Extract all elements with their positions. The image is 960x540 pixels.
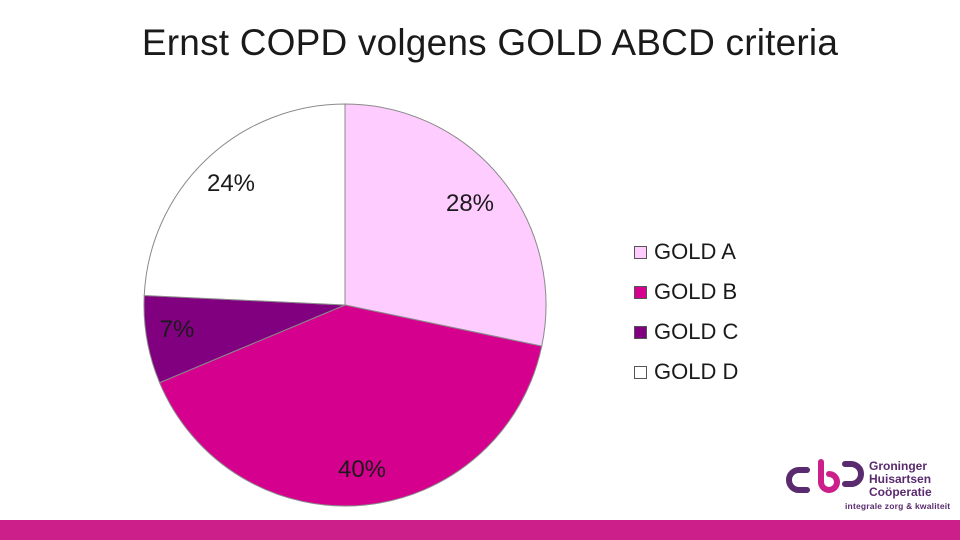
- logo-line-2: Huisartsen: [869, 472, 932, 486]
- legend-label: GOLD A: [654, 239, 736, 264]
- pie-slice-gold-b: [158, 304, 543, 507]
- legend-swatch-gold-c: [634, 325, 647, 339]
- legend-label: GOLD C: [654, 319, 739, 344]
- logo-line-3: Coöperatie: [869, 485, 932, 499]
- ghc-logo: Groninger Huisartsen Coöperatie integral…: [785, 456, 955, 516]
- pie-slice-gold-a: [344, 103, 547, 347]
- legend-label: GOLD B: [654, 279, 738, 304]
- slide-title: Ernst COPD volgens GOLD ABCD criteria: [141, 22, 839, 63]
- legend-swatch-gold-b: [634, 285, 647, 299]
- pie-data-label: 40%: [338, 456, 386, 483]
- logo-mark-icon: [786, 459, 864, 493]
- logo-line-1: Groninger: [869, 459, 928, 473]
- legend-item-gold-d: GOLD D: [634, 352, 738, 392]
- bottom-accent-bar: [0, 520, 960, 540]
- pie-slice-gold-d: [143, 103, 346, 306]
- legend-label: GOLD D: [654, 359, 739, 384]
- pie-data-labels: 28% 40% 7% 24%: [160, 170, 494, 483]
- pie-data-label: 24%: [207, 170, 255, 197]
- pie-data-label: 7%: [160, 316, 195, 343]
- legend-swatch-gold-d: [634, 365, 647, 379]
- chart-legend: GOLD A GOLD B GOLD C GOLD D: [634, 232, 738, 392]
- logo-tagline: integrale zorg & kwaliteit: [845, 501, 951, 511]
- legend-item-gold-a: GOLD A: [634, 232, 738, 272]
- legend-item-gold-b: GOLD B: [634, 272, 738, 312]
- pie-slices: [143, 103, 547, 507]
- legend-item-gold-c: GOLD C: [634, 312, 738, 352]
- legend-swatch-gold-a: [634, 245, 647, 259]
- pie-data-label: 28%: [446, 190, 494, 217]
